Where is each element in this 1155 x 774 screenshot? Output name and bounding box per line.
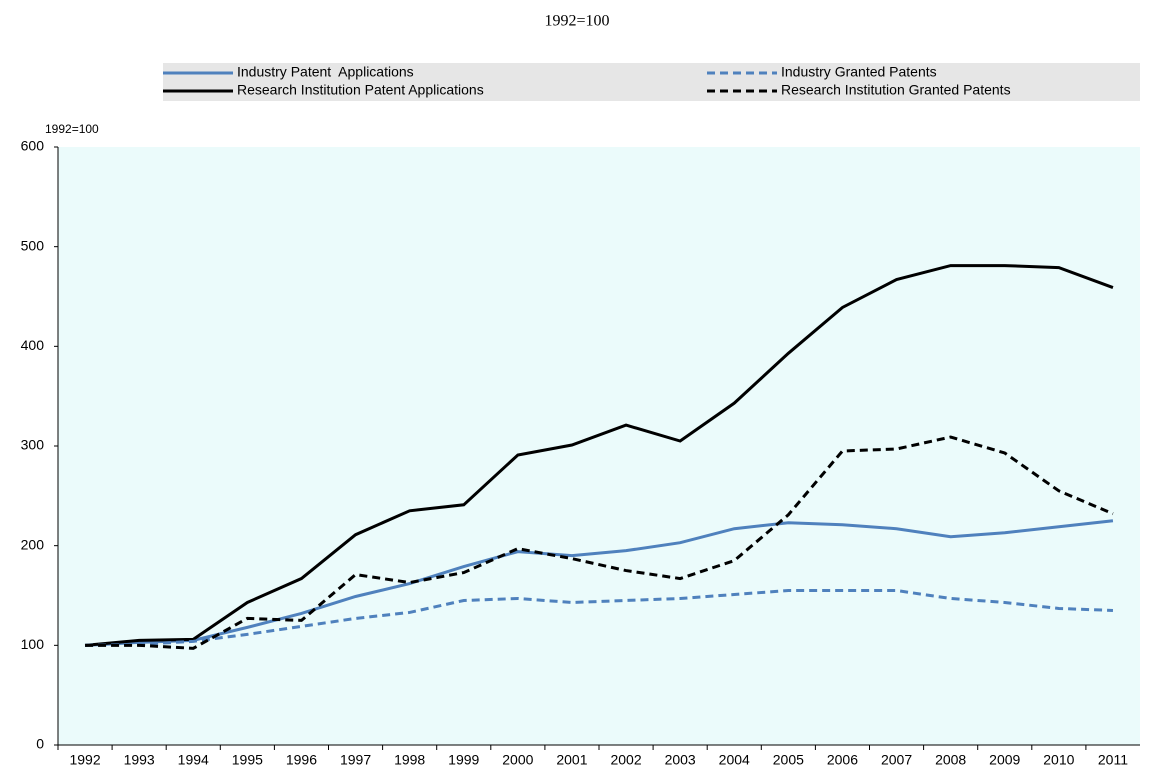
legend-background [163,63,1140,101]
y-tick-label: 0 [36,736,44,752]
x-tick-label: 1995 [232,752,263,768]
y-axis-label: 1992=100 [45,122,99,136]
line-series [84,519,1114,647]
x-tick-label: 1997 [340,752,371,768]
x-tick-label: 2009 [989,752,1020,768]
x-tick-label: 2002 [610,752,641,768]
line-series [84,264,1114,647]
x-tick-label: 1993 [124,752,155,768]
x-tick-label: 2006 [827,752,858,768]
legend-label: Industry Patent Applications [237,64,414,80]
y-tick-label: 300 [21,437,45,453]
legend-label: Industry Granted Patents [781,64,937,80]
y-tick-label: 100 [21,636,45,652]
y-tick-label: 600 [21,138,45,154]
x-tick-label: 2011 [1098,752,1128,768]
x-tick-label: 1996 [286,752,317,768]
x-tick-label: 2001 [556,752,587,768]
x-tick-label: 2004 [719,752,750,768]
x-tick-label: 2007 [881,752,912,768]
x-tick-label: 1992 [69,752,100,768]
x-tick-label: 2008 [935,752,966,768]
x-tick-label: 2005 [773,752,804,768]
x-tick-label: 1994 [178,752,209,768]
x-tick-label: 2010 [1043,752,1074,768]
y-tick-label: 500 [21,237,45,253]
line-series [85,589,1114,647]
chart-title: 1992=100 [544,13,609,30]
x-tick-label: 1998 [394,752,425,768]
legend-label: Research Institution Granted Patents [781,82,1011,98]
x-tick-label: 2003 [665,752,696,768]
plot-area [58,147,1140,745]
x-tick-label: 1999 [448,752,479,768]
y-tick-label: 200 [21,536,45,552]
x-tick-label: 2000 [502,752,533,768]
line-series [85,435,1114,650]
legend-label: Research Institution Patent Applications [237,82,484,98]
y-tick-label: 400 [21,337,45,353]
